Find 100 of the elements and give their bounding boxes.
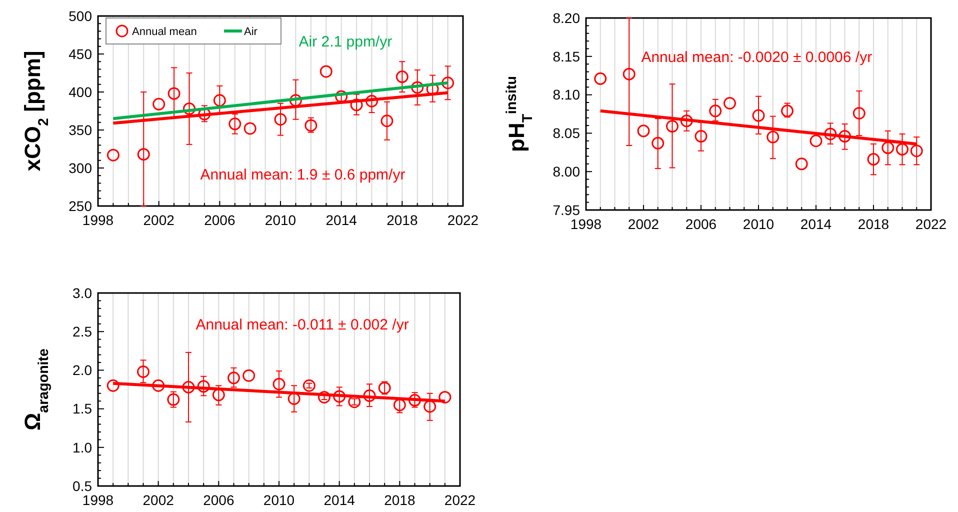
y-tick-label: 0.5 <box>72 478 92 494</box>
x-tick-label: 2014 <box>326 212 358 228</box>
y-tick-label: 8.05 <box>552 125 580 142</box>
point <box>137 365 150 378</box>
point <box>666 120 678 133</box>
point <box>652 136 664 150</box>
point <box>442 76 454 90</box>
point <box>396 70 408 84</box>
x-tick-label: 2006 <box>203 492 234 508</box>
x-tick-label: 2018 <box>384 492 416 508</box>
y-tick-label: 2.5 <box>72 324 92 340</box>
point <box>810 134 822 148</box>
point <box>766 130 780 144</box>
point <box>752 109 765 122</box>
x-tick-label: 1998 <box>82 212 114 228</box>
x-tick-label: 2010 <box>742 216 774 232</box>
x-tick-label: 1998 <box>82 492 114 508</box>
point <box>910 144 923 158</box>
annotation: Annual mean: -0.011 ± 0.002 /yr <box>196 316 409 334</box>
point <box>182 380 195 394</box>
annotation: Annual mean: 1.9 ± 0.6 ppm/yr <box>200 166 406 184</box>
x-tick-label: 2002 <box>628 216 660 232</box>
point <box>867 153 880 166</box>
x-tick-label: 2022 <box>447 212 479 228</box>
x-tick-label: 2018 <box>386 212 418 228</box>
y-tick-label: 250 <box>68 198 92 214</box>
x-tick-label: 2022 <box>444 492 476 508</box>
point <box>637 124 650 138</box>
point <box>378 382 391 394</box>
point <box>320 65 332 78</box>
point <box>852 106 866 120</box>
point <box>302 379 316 392</box>
point <box>838 130 851 143</box>
point <box>393 398 406 412</box>
point <box>622 68 636 80</box>
x-tick-label: 2010 <box>264 212 296 228</box>
y-tick-label: 400 <box>68 84 92 100</box>
point <box>242 369 256 382</box>
y-tick-label: 8.15 <box>552 48 580 64</box>
y-tick-label: 8.10 <box>552 86 580 103</box>
point <box>594 72 607 85</box>
point <box>380 114 394 128</box>
point <box>882 142 894 154</box>
y-tick-label: 350 <box>68 122 92 138</box>
point <box>824 128 837 140</box>
point <box>709 104 722 118</box>
point <box>424 400 436 413</box>
point <box>274 113 287 126</box>
y-tick-label: 8.20 <box>552 10 580 26</box>
point <box>333 390 346 403</box>
point <box>335 90 348 103</box>
point <box>289 94 302 107</box>
y-tick-label: 450 <box>68 46 92 62</box>
point <box>318 390 330 404</box>
point <box>197 380 210 393</box>
annotation: Air 2.1 ppm/yr <box>298 33 392 50</box>
point <box>363 389 376 402</box>
point <box>106 379 120 392</box>
x-tick-label: 2022 <box>915 216 947 232</box>
point <box>304 119 318 132</box>
point <box>137 148 150 161</box>
x-tick-label: 2002 <box>142 492 174 508</box>
x-tick-label: 1998 <box>570 216 602 232</box>
point <box>724 97 736 110</box>
point <box>244 122 256 135</box>
y-tick-label: 300 <box>68 160 92 176</box>
point <box>694 130 708 143</box>
point <box>350 98 363 112</box>
y-tick-label: 500 <box>68 8 92 24</box>
point <box>288 392 300 406</box>
x-tick-label: 2002 <box>143 212 175 228</box>
x-tick-label: 2006 <box>204 212 236 228</box>
y-tick-label: 8.00 <box>552 164 580 180</box>
point <box>228 118 242 130</box>
point <box>795 158 808 170</box>
x-tick-label: 2006 <box>685 216 717 232</box>
x-tick-label: 2018 <box>858 216 890 232</box>
point <box>896 143 908 156</box>
x-tick-label: 2014 <box>324 492 356 508</box>
y-tick-label: 1.0 <box>72 439 92 456</box>
y-tick-label: 2.0 <box>72 362 92 378</box>
point <box>212 388 225 402</box>
point <box>438 390 452 404</box>
point <box>680 114 693 128</box>
legend-label: Annual mean <box>132 26 197 38</box>
point <box>152 379 165 392</box>
y-tick-label: 1.5 <box>72 400 92 417</box>
point <box>408 394 421 407</box>
x-tick-label: 2010 <box>263 492 295 508</box>
point <box>152 98 166 110</box>
y-tick-label: 7.95 <box>552 202 580 218</box>
point <box>781 104 794 118</box>
point <box>411 81 424 94</box>
point <box>228 372 240 384</box>
point <box>183 102 196 115</box>
point <box>106 148 120 162</box>
point <box>168 87 180 100</box>
point <box>213 94 226 107</box>
y-tick-label: 3.0 <box>72 284 92 301</box>
point <box>366 94 378 108</box>
